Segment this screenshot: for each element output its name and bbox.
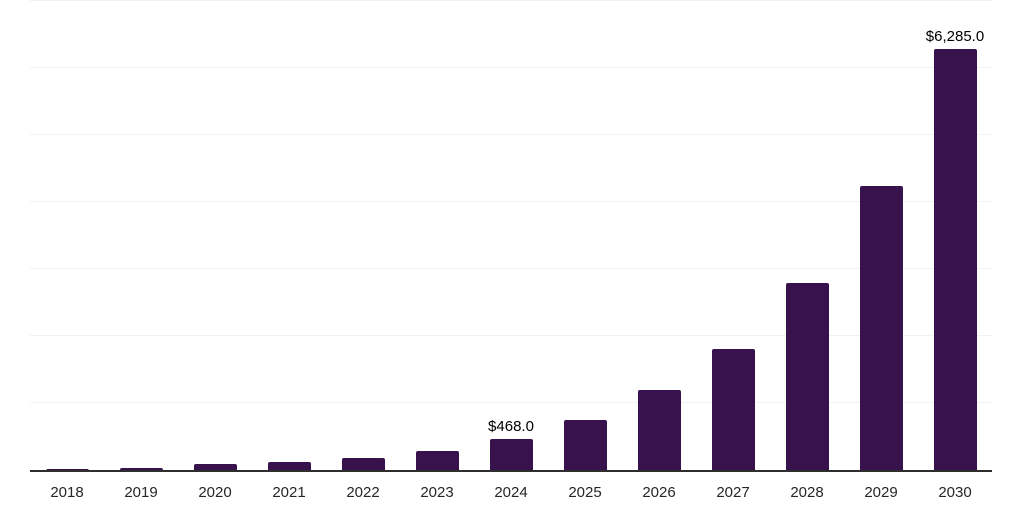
x-tick-label-2026: 2026 bbox=[642, 484, 676, 501]
gridline bbox=[30, 335, 992, 337]
bar-slot bbox=[400, 1, 474, 471]
bar-slot bbox=[770, 1, 844, 471]
gridline bbox=[30, 134, 992, 136]
bar-slot: $468.0 bbox=[474, 1, 548, 471]
bar-slot bbox=[548, 1, 622, 471]
bar-slot bbox=[844, 1, 918, 471]
x-tick-label-2020: 2020 bbox=[198, 484, 232, 501]
x-tick-label-2030: 2030 bbox=[938, 484, 972, 501]
bar-2018 bbox=[45, 468, 89, 471]
bar-slot: $6,285.0 bbox=[918, 1, 992, 471]
x-axis-line bbox=[30, 470, 992, 472]
bar-slot bbox=[252, 1, 326, 471]
bar-2029 bbox=[859, 186, 903, 471]
bar-2022 bbox=[341, 458, 385, 471]
gridlines bbox=[30, 0, 992, 471]
bar-slot bbox=[622, 1, 696, 471]
x-tick-label-2027: 2027 bbox=[716, 484, 750, 501]
bar-2019 bbox=[119, 467, 163, 471]
bar-slot bbox=[696, 1, 770, 471]
x-tick-label-2021: 2021 bbox=[272, 484, 306, 501]
bar-2030: $6,285.0 bbox=[926, 28, 984, 471]
bar-2027 bbox=[711, 348, 755, 471]
x-tick-label-2023: 2023 bbox=[420, 484, 454, 501]
x-tick-label-2029: 2029 bbox=[864, 484, 898, 501]
bar-slot bbox=[30, 1, 104, 471]
x-tick-label-2028: 2028 bbox=[790, 484, 824, 501]
bar-slot bbox=[178, 1, 252, 471]
data-label-2030: $6,285.0 bbox=[925, 27, 985, 45]
gridline bbox=[30, 67, 992, 69]
bar-series: $468.0 $6,285.0 bbox=[30, 1, 992, 471]
data-label-2024: $468.0 bbox=[488, 418, 534, 436]
x-tick-label-2024: 2024 bbox=[494, 484, 528, 501]
x-tick-label-2022: 2022 bbox=[346, 484, 380, 501]
gridline bbox=[30, 402, 992, 404]
bar-2023 bbox=[415, 451, 459, 471]
bar-2028 bbox=[785, 283, 829, 471]
gridline bbox=[30, 0, 992, 1]
x-tick-label-2019: 2019 bbox=[124, 484, 158, 501]
plot-area: $468.0 $6,285.0 bbox=[30, 0, 992, 472]
x-tick-label-2018: 2018 bbox=[50, 484, 84, 501]
bar-2024: $468.0 bbox=[488, 418, 534, 471]
bar-slot bbox=[326, 1, 400, 471]
bar-2025 bbox=[563, 419, 607, 471]
bar-2020 bbox=[193, 463, 237, 471]
x-tick-label-2025: 2025 bbox=[568, 484, 602, 501]
bar-2021 bbox=[267, 462, 311, 471]
bar-slot bbox=[104, 1, 178, 471]
bar-2026 bbox=[637, 390, 681, 471]
gridline bbox=[30, 268, 992, 270]
gridline bbox=[30, 201, 992, 203]
x-axis-labels: 2018 2019 2020 2021 2022 2023 2024 2025 2026 2027… bbox=[30, 484, 992, 502]
